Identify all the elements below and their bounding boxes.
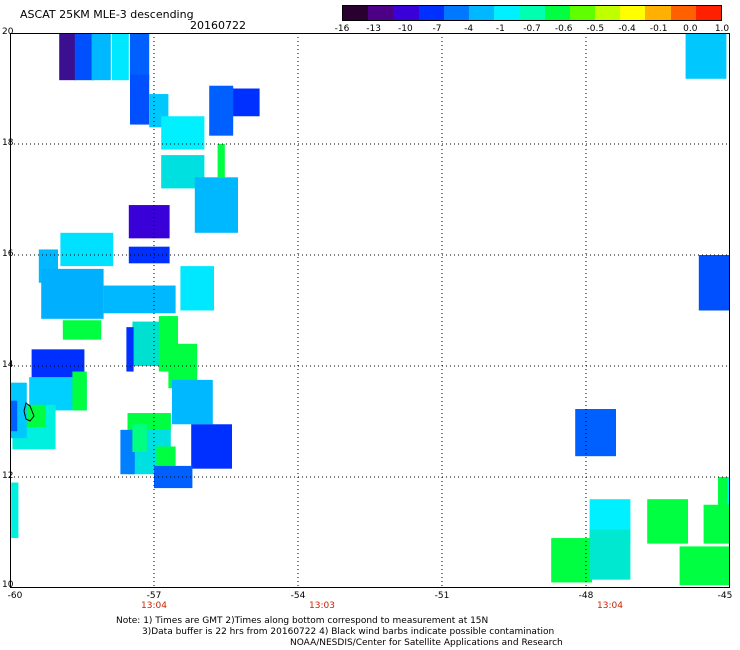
colorbar-swatch (544, 6, 570, 20)
x-tick-label: -60 (7, 591, 23, 601)
colorbar-label: -13 (366, 24, 381, 34)
time-label: 13:04 (141, 601, 167, 611)
colorbar-swatch (418, 6, 444, 20)
map-plot (10, 33, 730, 588)
y-tick-label: 10 (2, 580, 14, 590)
wind-cell (103, 285, 176, 314)
colorbar-label: -7 (432, 24, 442, 34)
colorbar-swatch (695, 6, 722, 20)
wind-cell (191, 424, 232, 469)
wind-cell (60, 232, 114, 267)
colorbar-label: -0.1 (649, 24, 668, 34)
wind-cell (59, 33, 76, 81)
wind-cell (11, 482, 19, 539)
y-tick-label: 16 (2, 249, 14, 259)
colorbar-label: -16 (334, 24, 350, 34)
colorbar-swatch (343, 6, 369, 20)
wind-cell (727, 477, 730, 505)
colorbar-swatch (620, 6, 646, 20)
colorbar-swatch (569, 6, 596, 20)
colorbar-labels: -16 -13 -10 -7 -4 -1 -0.7 -0.6 -0.5 -0.4 -0.1 0.0 1.… (322, 24, 740, 38)
wind-cell (647, 499, 688, 544)
colorbar-label: -0.4 (618, 24, 636, 34)
wind-cell (217, 144, 225, 178)
map-date: 20160722 (190, 19, 246, 32)
wind-cell (551, 538, 592, 583)
x-tick-label: -48 (578, 591, 594, 601)
y-tick-label: 20 (2, 27, 14, 37)
colorbar-swatch (645, 6, 671, 20)
wind-cell (230, 88, 260, 117)
wind-cell (132, 424, 147, 453)
colorbar-swatch (519, 6, 545, 20)
wind-cell (120, 429, 135, 475)
wind-cell (209, 85, 234, 136)
colorbar-swatch (469, 6, 495, 20)
x-tick-label: -45 (717, 591, 733, 601)
wind-cell (194, 177, 238, 233)
colorbar-swatch (393, 6, 419, 20)
wind-cell (126, 327, 134, 372)
time-label: 13:04 (597, 601, 623, 611)
colorbar-swatch (368, 6, 394, 20)
wind-cell (589, 529, 631, 580)
note-line-2: 3)Data buffer is 22 hrs from 20160722 4)… (142, 627, 555, 637)
footnotes: Note: 1) Times are GMT 2)Times along bot… (0, 616, 740, 649)
colorbar (342, 5, 722, 21)
colorbar-swatch (595, 6, 621, 20)
wind-cell (685, 33, 727, 79)
x-tick-label: -51 (434, 591, 450, 601)
colorbar-label: -10 (397, 24, 413, 34)
plot-frame (10, 33, 730, 588)
y-tick-label: 12 (2, 471, 14, 481)
time-label: 13:03 (309, 601, 335, 611)
wind-cell (172, 379, 213, 425)
colorbar-label: -0.7 (523, 24, 541, 34)
wind-cell (161, 116, 205, 150)
barbados-coastline (23, 402, 35, 422)
colorbar-label: -1 (495, 24, 505, 34)
colorbar-swatch (670, 6, 696, 20)
wind-cell (41, 268, 104, 319)
wind-cell (10, 400, 18, 432)
map-title: ASCAT 25KM MLE-3 descending (20, 8, 194, 21)
wind-cell (91, 33, 111, 81)
colorbar-label: -4 (464, 24, 474, 34)
colorbar-label: -0.6 (554, 24, 573, 34)
x-tick-label: -54 (290, 591, 306, 601)
wind-cell (718, 477, 730, 527)
wind-cell (72, 371, 87, 411)
wind-cell (679, 546, 730, 586)
gridlines (10, 33, 730, 588)
wind-cell (154, 465, 193, 489)
y-tick-label: 18 (2, 138, 14, 148)
wind-cell (62, 320, 102, 340)
wind-cell (180, 266, 214, 311)
wind-cell (74, 33, 94, 81)
note-line-1: Note: 1) Times are GMT 2)Times along bot… (116, 616, 489, 626)
colorbar-swatch (494, 6, 520, 20)
colorbar-label: -0.5 (586, 24, 605, 34)
wind-cell (112, 33, 129, 81)
wind-cell (128, 246, 170, 264)
wind-cells-layer (10, 33, 730, 586)
y-tick-label: 14 (2, 360, 14, 370)
note-line-3: NOAA/NESDIS/Center for Satellite Applica… (290, 638, 563, 648)
x-tick-label: -57 (146, 591, 162, 601)
colorbar-label: 0.0 (683, 24, 698, 34)
wind-cell (575, 409, 616, 457)
colorbar-swatch (443, 6, 470, 20)
wind-cell (698, 255, 730, 311)
colorbar-label: 1.0 (714, 24, 730, 34)
wind-cell (130, 74, 150, 125)
wind-cell (128, 205, 170, 239)
wind-cell (130, 33, 150, 81)
